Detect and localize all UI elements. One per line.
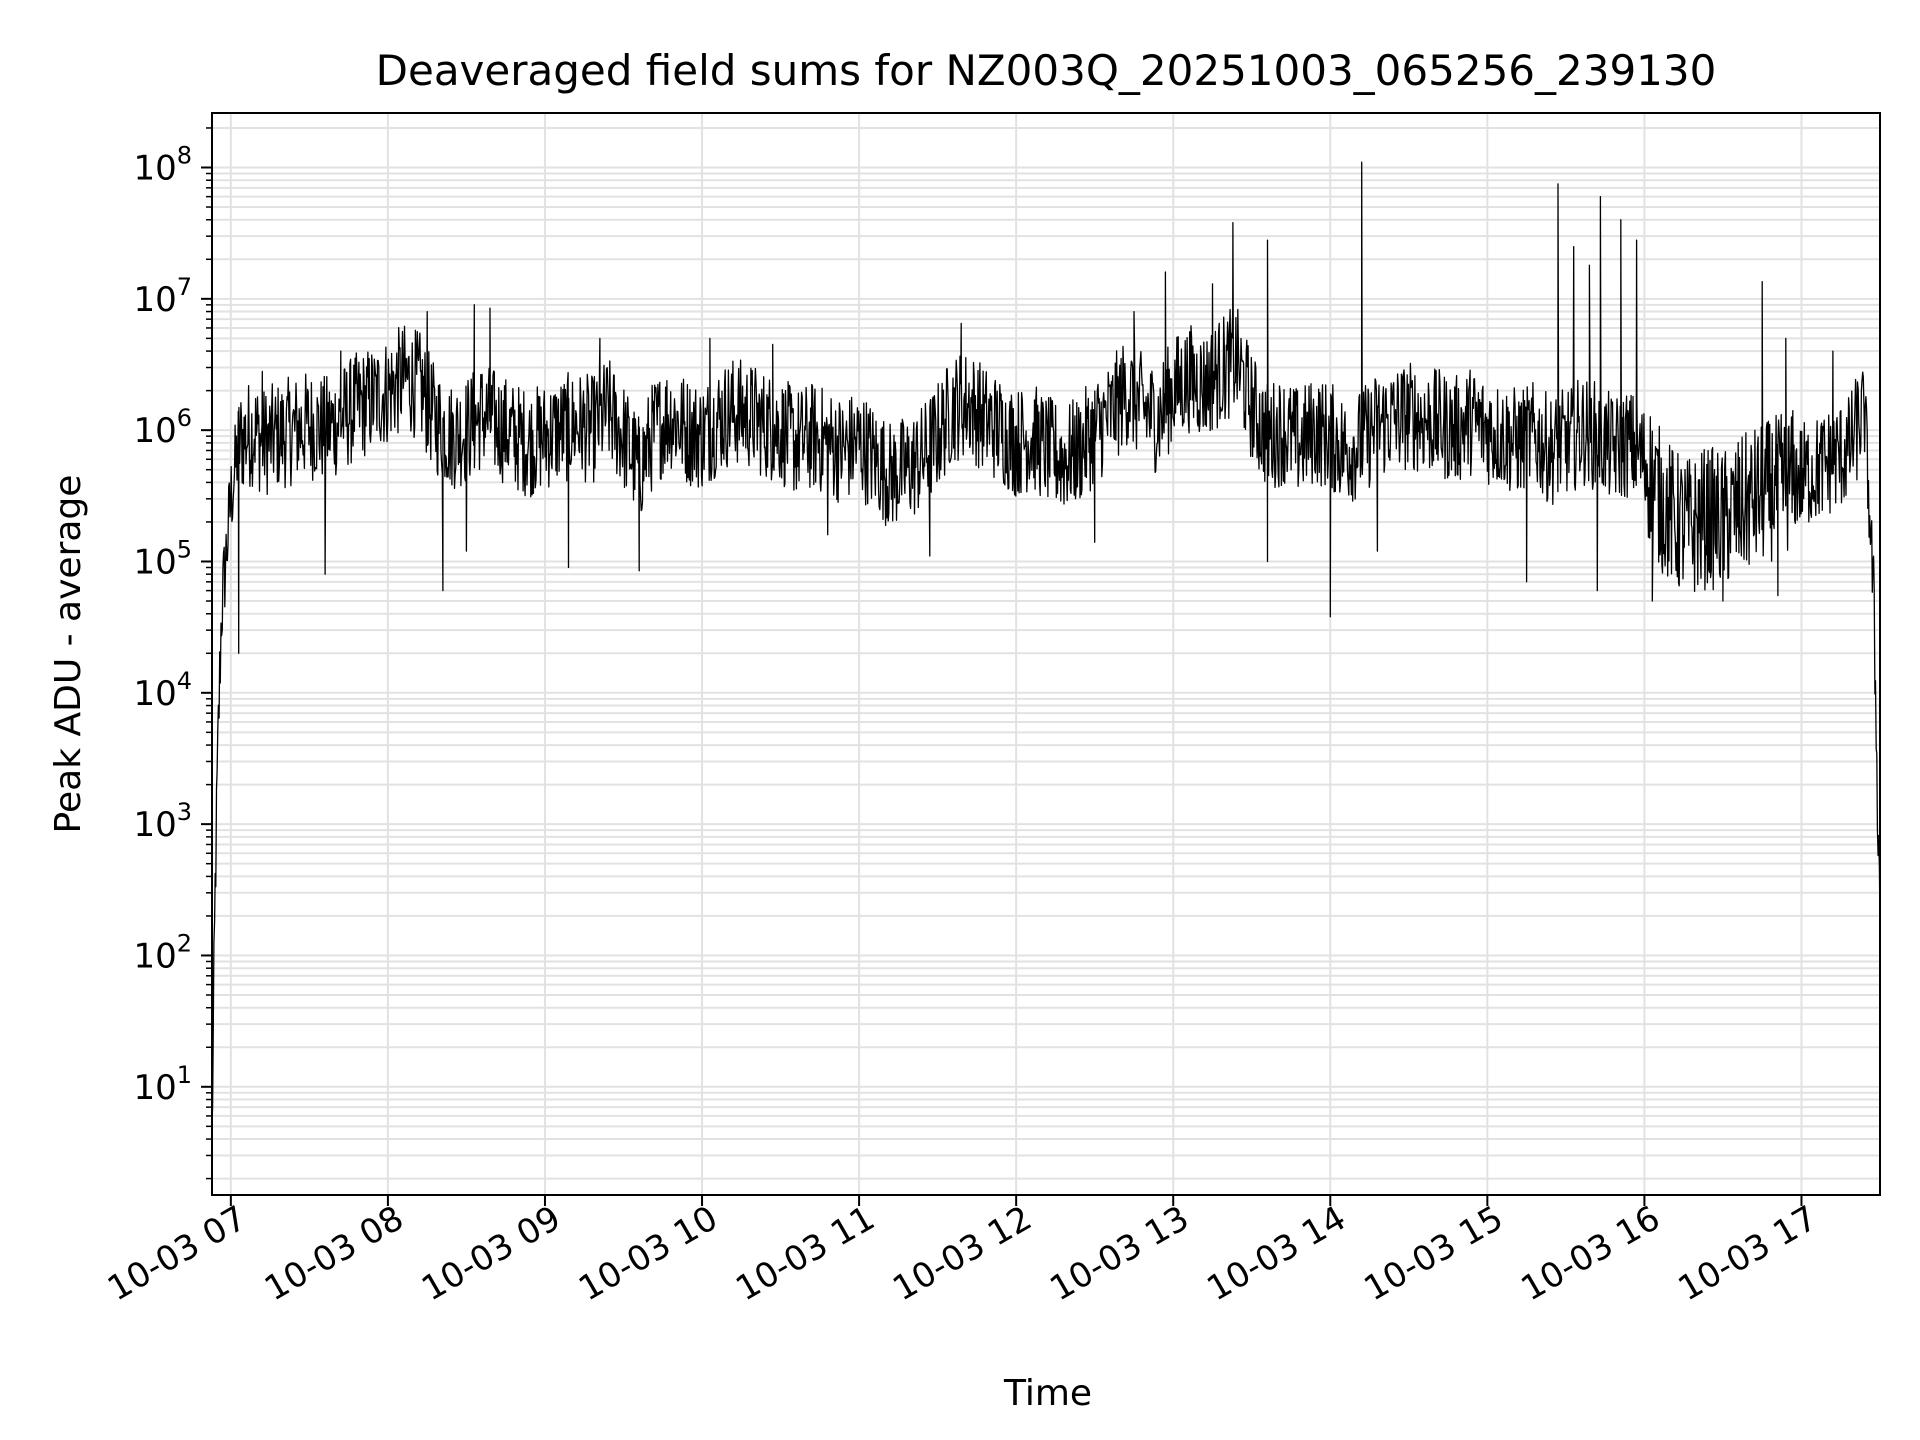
- y-tick-base: 10: [133, 805, 176, 845]
- y-tick-label: 101: [133, 1061, 192, 1108]
- y-tick-exponent: 2: [177, 929, 192, 957]
- y-tick-label: 102: [133, 929, 192, 976]
- y-tick-base: 10: [133, 280, 176, 320]
- y-tick-base: 10: [133, 148, 176, 188]
- y-tick-exponent: 4: [177, 667, 192, 695]
- y-tick-label: 104: [133, 667, 192, 714]
- y-tick-exponent: 6: [177, 404, 192, 432]
- y-axis-label: Peak ADU - average: [48, 475, 89, 834]
- y-tick-label: 105: [133, 535, 192, 582]
- y-tick-base: 10: [133, 674, 176, 714]
- x-axis-label: Time: [1003, 1373, 1092, 1414]
- y-tick-exponent: 5: [177, 535, 192, 563]
- y-tick-base: 10: [133, 542, 176, 582]
- series-line-peak-adu: [211, 161, 1881, 1125]
- y-tick-exponent: 1: [177, 1061, 192, 1089]
- y-tick-base: 10: [133, 1068, 176, 1108]
- y-tick-label: 107: [133, 273, 192, 320]
- y-tick-exponent: 8: [177, 141, 192, 169]
- y-tick-exponent: 7: [177, 273, 192, 301]
- chart-title: Deaveraged field sums for NZ003Q_2025100…: [376, 46, 1717, 95]
- y-tick-label: 103: [133, 798, 192, 845]
- grid: [212, 113, 1880, 1195]
- y-tick-label: 106: [133, 404, 192, 451]
- series: [211, 161, 1881, 1125]
- y-tick-exponent: 3: [177, 798, 192, 826]
- y-tick-base: 10: [133, 936, 176, 976]
- y-tick-base: 10: [133, 411, 176, 451]
- y-tick-label: 108: [133, 141, 192, 188]
